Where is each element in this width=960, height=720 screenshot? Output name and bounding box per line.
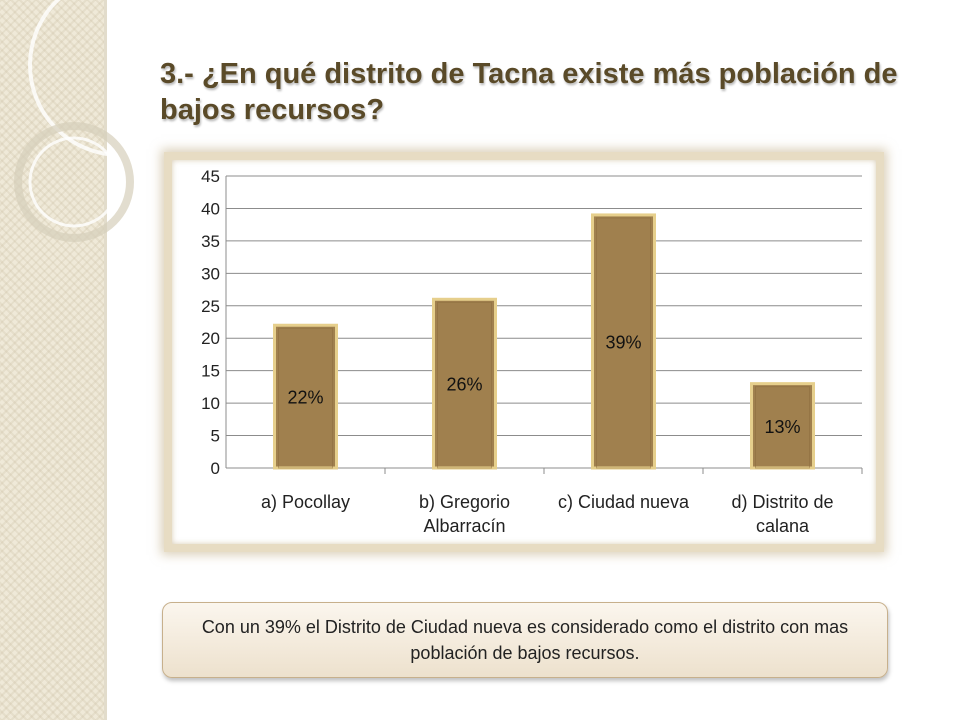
- bar-inner-edge: [278, 327, 333, 469]
- side-strip-edge: [104, 0, 107, 720]
- y-tick-label: 40: [201, 199, 220, 218]
- x-axis-ticks: a) Pocollay b) Gregorio Albarracín c) Ciuda…: [261, 492, 834, 536]
- data-label: 39%: [605, 332, 641, 352]
- data-label: 13%: [764, 417, 800, 437]
- x-tick-label: b) Gregorio: [419, 492, 510, 512]
- bar-chart: 0 5 10 15 20 25 30 35 40 45 22% 26% 39% 13% a) Pocol…: [201, 167, 863, 536]
- conclusion-callout: Con un 39% el Distrito de Ciudad nueva e…: [162, 602, 888, 678]
- x-tick-label: c) Ciudad nueva: [558, 492, 690, 512]
- decorative-side-strip: [0, 0, 106, 720]
- bar-inner-edge: [437, 301, 492, 469]
- slide-title: 3.- ¿En qué distrito de Tacna existe más…: [160, 58, 898, 126]
- x-tick-label: a) Pocollay: [261, 492, 350, 512]
- data-label: 26%: [446, 375, 482, 395]
- bar: [750, 382, 815, 470]
- bars: [273, 213, 815, 470]
- data-label: 22%: [287, 388, 323, 408]
- y-tick-label: 5: [211, 427, 220, 446]
- y-axis-ticks: 0 5 10 15 20 25 30 35 40 45: [201, 167, 220, 478]
- bar: [273, 323, 338, 470]
- chart-frame: 0 5 10 15 20 25 30 35 40 45 22% 26% 39% 13% a) Pocol…: [164, 152, 884, 552]
- y-tick-label: 35: [201, 232, 220, 251]
- decorative-circles: [14, 0, 212, 242]
- x-tick-label: d) Distrito de: [731, 492, 833, 512]
- y-tick-label: 45: [201, 167, 220, 186]
- x-tick-label: Albarracín: [423, 516, 505, 536]
- data-labels: 22% 26% 39% 13%: [287, 332, 800, 436]
- bar: [591, 213, 656, 470]
- y-tick-label: 10: [201, 394, 220, 413]
- y-tick-label: 30: [201, 264, 220, 283]
- y-tick-label: 20: [201, 329, 220, 348]
- bar-inner-edge: [755, 386, 810, 469]
- bar-inner-edge: [596, 217, 651, 469]
- x-tick-label: calana: [756, 516, 810, 536]
- y-tick-label: 25: [201, 297, 220, 316]
- conclusion-text: Con un 39% el Distrito de Ciudad nueva e…: [201, 617, 849, 663]
- y-tick-label: 0: [211, 459, 220, 478]
- y-tick-label: 15: [201, 362, 220, 381]
